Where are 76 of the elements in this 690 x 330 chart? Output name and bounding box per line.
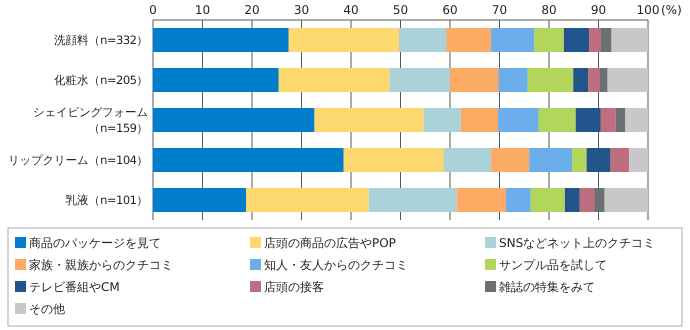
y-tick-label: シェイビングフォーム（n=159）: [33, 105, 148, 135]
bar: [530, 188, 565, 212]
y-tick-label: 洗顔料（n=332）: [54, 33, 148, 47]
bar: [491, 28, 534, 52]
legend-label: その他: [29, 302, 65, 316]
legend-label: 知人・友人からのクチコミ: [264, 258, 408, 272]
bar: [498, 68, 528, 92]
bar: [529, 148, 572, 172]
x-tick-label: 100: [636, 3, 660, 17]
bar: [534, 28, 564, 52]
legend-label: 家族・親族からのクチコミ: [29, 258, 173, 272]
bar: [424, 108, 461, 132]
x-tick-label: 20: [244, 3, 260, 17]
legend-label: 商品のパッケージを見て: [29, 236, 161, 250]
x-tick-label: 90: [590, 3, 606, 17]
bar: [460, 108, 498, 132]
y-tick-label: リップクリーム（n=104）: [8, 153, 148, 167]
bar: [538, 108, 576, 132]
bar: [153, 108, 314, 132]
legend-label: SNSなどネット上のクチコミ: [499, 236, 656, 250]
bar: [153, 188, 246, 212]
bar: [456, 188, 506, 212]
bar: [368, 188, 457, 212]
x-tick-label: 80: [541, 3, 557, 17]
legend-label: 店頭の接客: [264, 280, 324, 294]
bar: [573, 68, 588, 92]
bar: [153, 28, 289, 52]
bar: [498, 108, 539, 132]
bar: [580, 188, 595, 212]
legend-label: 雑誌の特集をみて: [499, 280, 595, 294]
bar: [564, 28, 590, 52]
bar: [246, 188, 369, 212]
x-tick-label: 40: [343, 3, 359, 17]
bar: [153, 68, 279, 92]
bar: [344, 148, 444, 172]
bar: [528, 68, 574, 92]
bar: [594, 188, 604, 212]
y-tick-label: 化粧水（n=205）: [54, 73, 148, 87]
bar: [399, 28, 447, 52]
bar: [572, 148, 587, 172]
bar: [607, 68, 648, 92]
bar: [564, 188, 580, 212]
x-tick-label: 10: [194, 3, 210, 17]
bar: [153, 148, 344, 172]
bar: [600, 68, 608, 92]
legend-label: 店頭の商品の広告やPOP: [264, 236, 396, 250]
bar: [600, 108, 616, 132]
x-tick-label: 60: [442, 3, 458, 17]
bar: [390, 68, 450, 92]
x-tick-label: 30: [294, 3, 310, 17]
bar: [625, 108, 648, 132]
bar: [444, 148, 492, 172]
bar: [629, 148, 648, 172]
bar: [450, 68, 499, 92]
bar: [446, 28, 492, 52]
bar: [588, 68, 600, 92]
legend-label: サンプル品を試して: [499, 258, 607, 272]
x-axis-title: (%): [661, 3, 682, 17]
x-tick-label: 70: [492, 3, 508, 17]
y-tick-label: 乳液（n=101）: [66, 193, 148, 207]
bar: [314, 108, 424, 132]
bar: [586, 148, 610, 172]
bar: [610, 148, 630, 172]
bar: [278, 68, 390, 92]
bar: [506, 188, 531, 212]
legend-label: テレビ番組やCM: [29, 280, 120, 294]
bar: [616, 108, 626, 132]
bar: [589, 28, 601, 52]
bar: [604, 188, 648, 212]
bar: [288, 28, 400, 52]
x-tick-label: 50: [392, 3, 408, 17]
x-tick-label: 0: [149, 3, 157, 17]
bar: [491, 148, 530, 172]
bar: [576, 108, 600, 132]
bar: [611, 28, 648, 52]
bar: [600, 28, 612, 52]
